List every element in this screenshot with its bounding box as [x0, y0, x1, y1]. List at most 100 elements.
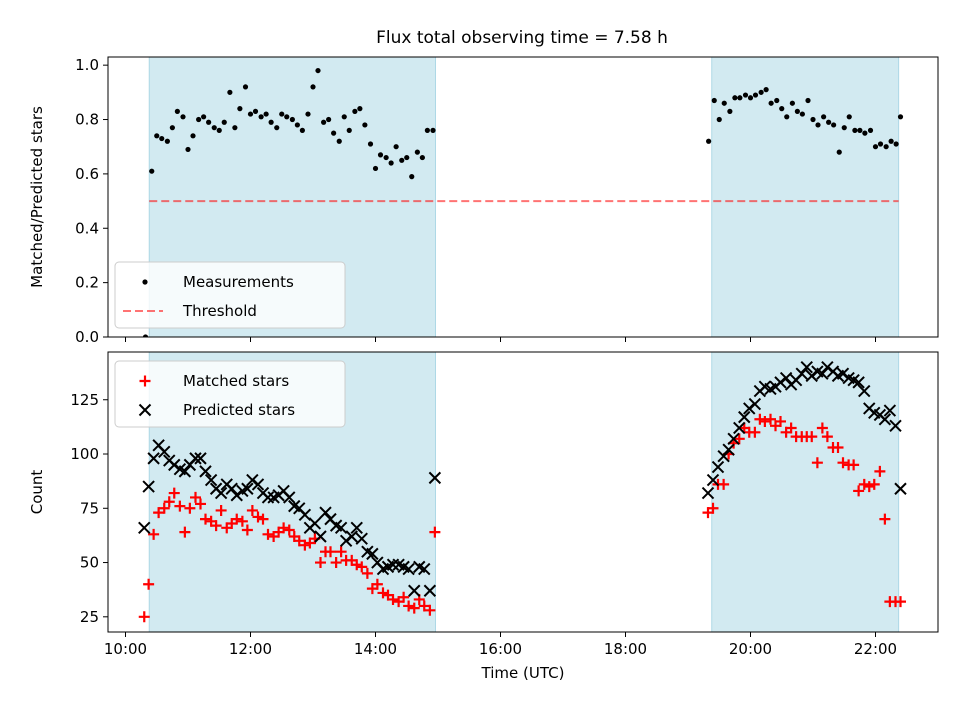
- measurement-point: [841, 125, 847, 131]
- measurement-point: [336, 138, 342, 144]
- measurement-point: [857, 127, 863, 133]
- matched-point: [330, 557, 342, 569]
- measurement-point: [180, 114, 186, 120]
- matched-point: [293, 535, 305, 547]
- measurement-point: [836, 149, 842, 155]
- predicted-point: [194, 452, 207, 465]
- predicted-point: [158, 445, 171, 459]
- matched-point: [408, 602, 420, 614]
- x-tick-label: 10:00: [104, 640, 147, 658]
- measurement-point: [404, 154, 410, 161]
- y-tick-label: 0.0: [75, 328, 99, 346]
- matched-point: [195, 498, 206, 510]
- y-axis-label: Count: [28, 470, 46, 515]
- matched-point: [184, 502, 196, 514]
- legend-marker-measurements: [142, 279, 148, 285]
- matched-point: [138, 611, 150, 623]
- predicted-point: [889, 419, 902, 433]
- legend-label: Threshold: [182, 302, 257, 320]
- measurement-point: [409, 174, 415, 180]
- predicted-point: [138, 521, 151, 535]
- matched-point: [278, 522, 290, 534]
- matched-point: [707, 502, 719, 514]
- y-tick-label: 100: [70, 445, 99, 463]
- predicted-point: [878, 413, 892, 426]
- predicted-point: [858, 384, 871, 398]
- predicted-point: [428, 471, 442, 485]
- measurement-point: [299, 127, 305, 133]
- predicted-point: [214, 486, 228, 500]
- matched-point: [236, 515, 248, 527]
- predicted-point: [298, 508, 312, 521]
- matched-point: [246, 504, 258, 516]
- measurement-point: [174, 108, 180, 114]
- measurement-point: [727, 108, 733, 114]
- measurement-point: [867, 127, 874, 133]
- matched-point: [832, 442, 844, 454]
- predicted-point: [711, 460, 725, 474]
- matched-point: [371, 578, 383, 590]
- matched-point: [377, 587, 389, 599]
- y-tick-label: 50: [80, 554, 99, 572]
- y-tick-label: 75: [80, 499, 99, 517]
- predicted-point: [748, 397, 762, 411]
- matched-point: [361, 567, 373, 579]
- predicted-point: [241, 482, 254, 495]
- measurement-point: [789, 100, 795, 106]
- measurement-point: [331, 130, 337, 136]
- shaded-interval-2: [711, 352, 900, 632]
- matched-point: [174, 500, 186, 512]
- matched-point: [351, 559, 363, 571]
- x-axis-label: Time (UTC): [481, 664, 565, 682]
- matched-point: [163, 496, 175, 508]
- x-tick-label: 16:00: [479, 640, 522, 658]
- predicted-point: [800, 360, 813, 374]
- measurement-point: [284, 114, 290, 120]
- predicted-point: [386, 558, 400, 571]
- measurement-point: [768, 100, 774, 106]
- measurement-point: [815, 122, 821, 128]
- measurement-point: [346, 127, 352, 133]
- measurement-point: [393, 144, 399, 150]
- predicted-point: [408, 584, 421, 597]
- axes-frame: [107, 56, 939, 338]
- predicted-point: [779, 371, 793, 385]
- matched-point: [874, 465, 886, 477]
- matched-point: [863, 481, 875, 493]
- predicted-point: [355, 532, 368, 545]
- matched-point: [759, 415, 771, 427]
- x-tick-label: 18:00: [604, 640, 647, 658]
- measurement-point: [185, 146, 191, 153]
- matched-point: [754, 413, 766, 425]
- matched-point: [387, 593, 399, 605]
- predicted-point: [717, 449, 730, 463]
- measurement-point: [706, 138, 712, 144]
- matched-point: [231, 513, 243, 525]
- predicted-point: [345, 530, 358, 543]
- legend-marker-matched: [139, 375, 151, 387]
- measurement-point: [190, 133, 196, 139]
- matched-point: [210, 520, 222, 532]
- measurement-point: [784, 114, 790, 120]
- predicted-point: [189, 452, 202, 465]
- matched-point: [215, 504, 227, 516]
- matched-point: [806, 431, 818, 443]
- predicted-point: [283, 491, 296, 504]
- matched-point: [143, 578, 155, 590]
- predicted-point: [199, 465, 212, 478]
- matched-point: [299, 539, 311, 551]
- measurement-point: [258, 114, 264, 120]
- matched-point: [837, 457, 849, 469]
- legend-label: Predicted stars: [183, 401, 295, 419]
- measurement-point: [252, 108, 259, 114]
- measurement-point: [742, 92, 749, 98]
- matched-point: [895, 596, 906, 608]
- measurement-point: [721, 100, 727, 106]
- measurement-point: [377, 152, 384, 158]
- measurement-point: [326, 116, 332, 123]
- predicted-point: [722, 443, 735, 456]
- measurement-point: [846, 114, 852, 120]
- measurement-point: [232, 125, 238, 131]
- y-tick-label: 125: [70, 391, 99, 409]
- measurement-point: [716, 116, 722, 123]
